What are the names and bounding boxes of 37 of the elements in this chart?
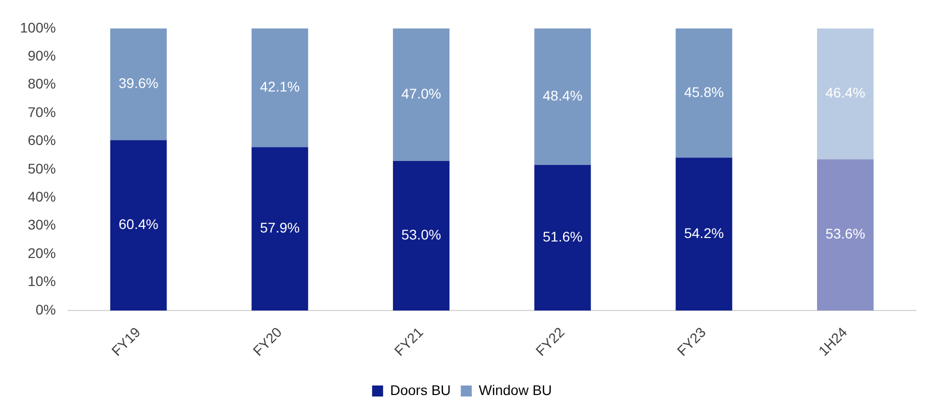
bar: [110, 28, 167, 140]
data-label: 53.6%: [825, 226, 866, 242]
data-label: 45.8%: [684, 84, 724, 100]
legend-label: Window BU: [478, 382, 552, 398]
data-label: 47.0%: [401, 86, 442, 102]
data-label: 39.6%: [118, 75, 158, 92]
bar: [534, 28, 591, 165]
bar: [817, 28, 874, 160]
bar: [392, 160, 450, 310]
bar: [676, 28, 732, 158]
y-tick-label: 60%: [28, 132, 56, 148]
data-label: 53.0%: [401, 226, 442, 243]
bar: [110, 140, 167, 310]
data-label: 46.4%: [825, 84, 866, 101]
y-tick-label: 20%: [28, 244, 56, 261]
bar: [252, 28, 308, 148]
bar: [252, 147, 308, 310]
bar: [534, 164, 591, 310]
bar: [817, 159, 874, 310]
y-tick-label: 90%: [28, 47, 56, 64]
data-label: 57.9%: [260, 220, 300, 236]
y-tick-label: 0%: [36, 301, 56, 318]
bar: [392, 28, 450, 161]
y-tick-label: 30%: [28, 216, 56, 233]
y-tick-label: 50%: [28, 160, 56, 176]
y-tick-label: 80%: [28, 76, 56, 92]
legend-label: Doors BU: [390, 382, 451, 398]
data-label: 60.4%: [118, 216, 158, 232]
data-label: 54.2%: [684, 224, 724, 241]
bar: [676, 158, 732, 310]
y-tick-label: 70%: [28, 104, 56, 120]
y-tick-label: 40%: [28, 188, 56, 204]
data-label: 42.1%: [260, 78, 300, 95]
y-tick-label: 100%: [20, 19, 56, 36]
y-tick-label: 10%: [28, 273, 56, 290]
data-label: 51.6%: [542, 228, 582, 245]
data-label: 48.4%: [542, 88, 582, 104]
